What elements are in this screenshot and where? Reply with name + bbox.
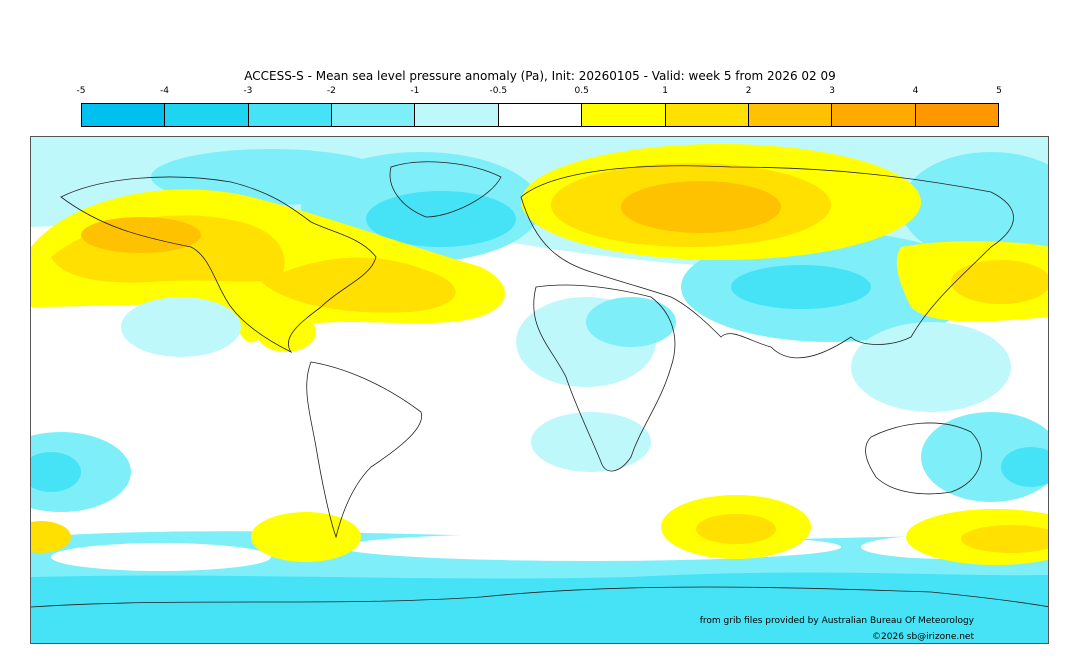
colorbar-tick-label: 3 — [829, 86, 835, 96]
colorbar-tick-label: -0.5 — [489, 86, 508, 96]
new-zealand-high-inner — [961, 525, 1048, 553]
colorbar-segment — [582, 104, 666, 126]
africa-outline — [533, 284, 676, 472]
eurasia-outline — [520, 165, 1014, 359]
colorbar-tick-label: -4 — [159, 86, 169, 96]
colorbar-segment — [832, 104, 916, 126]
eurasia-high-core — [621, 181, 781, 233]
colorbar-tick-label: 4 — [912, 86, 919, 96]
west-high — [31, 521, 71, 553]
south-atlantic-low — [531, 412, 651, 472]
australia-outline — [865, 422, 982, 495]
southern-band-medium — [31, 572, 1048, 643]
east-siberia-low-outer — [901, 152, 1048, 262]
west-pacific-high-inner — [951, 260, 1048, 304]
colorbar-tick-label: -1 — [410, 86, 420, 96]
colorbar-segment — [165, 104, 249, 126]
north-america-outline — [60, 176, 377, 354]
atlantic-high-inner — [261, 257, 456, 313]
india-low — [586, 297, 676, 347]
greenland-low-inner — [366, 191, 516, 247]
south-america-outline — [306, 361, 423, 539]
east-asia-low — [851, 322, 1011, 412]
colorbar-segment — [748, 104, 833, 126]
south-atlantic-high-inner — [696, 514, 776, 544]
colorbar-segment — [498, 104, 583, 126]
asia-low-inner — [731, 265, 871, 309]
south-america-high — [251, 512, 361, 562]
data-credit: from grib files provided by Australian B… — [699, 616, 974, 626]
colorbar-tick-label: 2 — [745, 86, 752, 96]
colorbar-tick-label: -2 — [326, 86, 336, 96]
colorbar-segment — [332, 104, 416, 126]
south-pacific-low-inner — [31, 452, 81, 492]
pacific-tropical-low — [121, 297, 241, 357]
colorbar-tick-label: 1 — [662, 86, 669, 96]
gulf-high-tongue — [256, 312, 316, 352]
colorbar-tick-label: -3 — [243, 86, 253, 96]
antarctica-outline — [31, 586, 1048, 608]
colorbar-segment — [82, 104, 166, 126]
colorbar-segment — [915, 104, 998, 126]
colorbar-tick-labels: -5 -4 -3 -2 -1 -0.5 0.5 1 2 3 4 5 — [77, 86, 1002, 100]
colorbar — [81, 103, 999, 127]
south-gap-1 — [51, 543, 271, 571]
colorbar-segment — [415, 104, 499, 126]
colorbar-tick-label: 0.5 — [574, 86, 589, 96]
australia-low-inner — [1001, 447, 1048, 487]
colorbar-segment — [248, 104, 333, 126]
copyright-notice: ©2026 sb@irizone.net — [872, 632, 974, 642]
colorbar-segment — [665, 104, 749, 126]
coastlines — [31, 161, 1048, 608]
map-title: ACCESS-S - Mean sea level pressure anoma… — [244, 69, 836, 83]
colorbar-tick-label: -5 — [76, 86, 86, 96]
greenland-outline — [389, 161, 502, 218]
anomaly-field — [31, 137, 1048, 643]
colorbar-tick-label: 5 — [996, 86, 1002, 96]
world-map — [30, 136, 1049, 644]
